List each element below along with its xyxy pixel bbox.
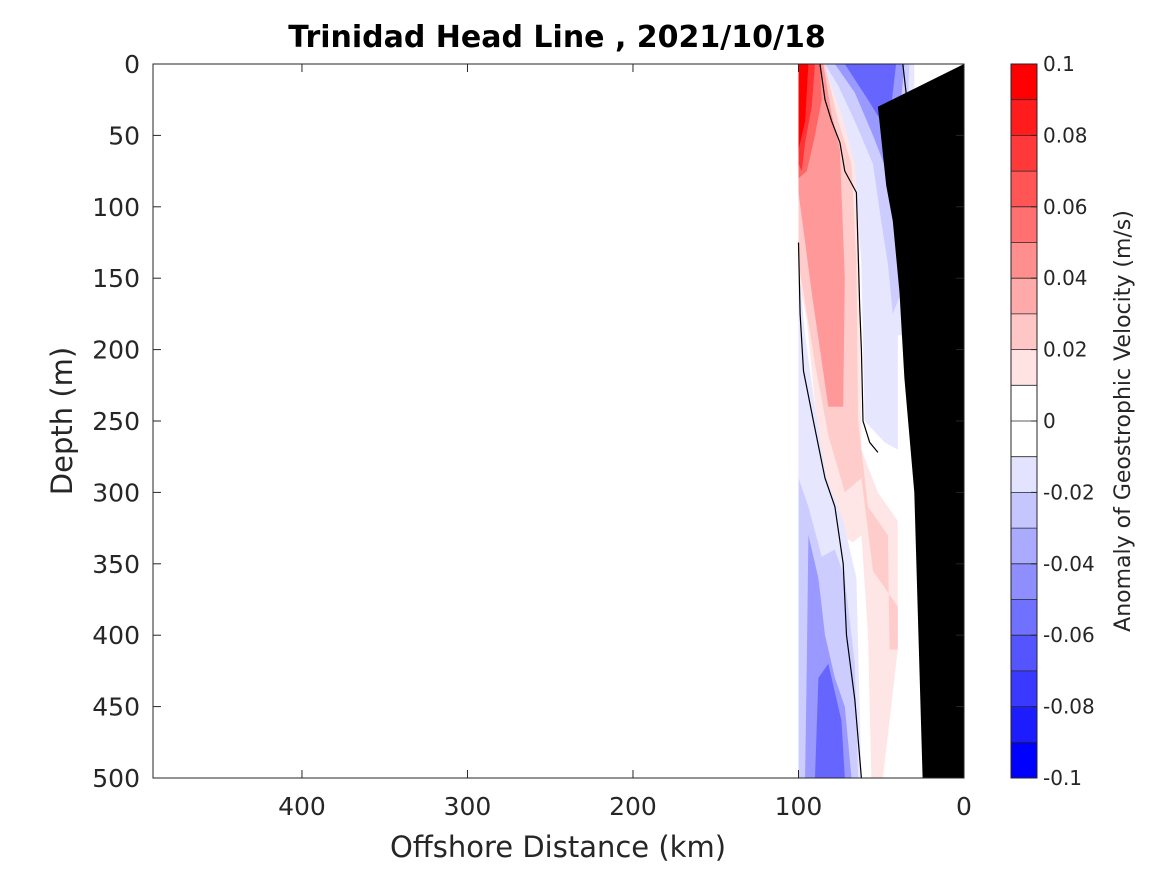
colorbar-segment — [1011, 599, 1037, 636]
y-axis-title: Depth (m) — [45, 347, 79, 495]
colorbar-segment — [1011, 99, 1037, 136]
colorbar-tick-label: -0.06 — [1043, 623, 1095, 647]
colorbar-tick-label: 0.08 — [1043, 123, 1088, 147]
colorbar-segment — [1011, 313, 1037, 351]
plot-area — [152, 63, 965, 779]
y-tick-label: 500 — [92, 764, 140, 793]
bathymetry-polygon — [877, 64, 964, 778]
colorbar-segment — [1011, 278, 1037, 315]
positive-anomaly-region-5 — [798, 64, 809, 150]
colorbar-segment — [1011, 670, 1037, 708]
positive-anomaly-regions — [798, 64, 898, 778]
y-tick-label: 300 — [92, 478, 140, 507]
x-tick-label: 400 — [278, 792, 326, 821]
colorbar-frame — [1010, 63, 1038, 779]
colorbar-title: Anomaly of Geostrophic Velocity (m/s) — [1111, 210, 1136, 632]
colorbar-segment — [1011, 742, 1037, 779]
y-tick-label: 150 — [92, 264, 140, 293]
colorbar-segment — [1011, 242, 1037, 279]
colorbar — [1011, 64, 1037, 779]
y-tick-label: 250 — [92, 407, 140, 436]
y-tick-label: 400 — [92, 621, 140, 650]
colorbar-segment — [1011, 706, 1037, 743]
colorbar-tick-label: 0.06 — [1043, 195, 1088, 219]
colorbar-segment — [1011, 492, 1037, 529]
x-tick-label: 100 — [775, 792, 823, 821]
colorbar-tick-label: 0.1 — [1043, 52, 1075, 76]
x-tick-label: 0 — [956, 792, 972, 821]
y-tick-label: 0 — [124, 50, 140, 79]
colorbar-ticks: 0.1 0.08 0.06 0.04 0.02 0 -0.02 -0.04 -0.06 -0.08… — [1031, 52, 1095, 790]
y-tick-label: 350 — [92, 550, 140, 579]
colorbar-tick-label: -0.02 — [1043, 480, 1095, 504]
x-axis-ticks: 400 300 200 100 0 — [278, 64, 972, 821]
zero-contour-1 — [797, 242, 862, 778]
colorbar-tick-label: -0.04 — [1043, 552, 1095, 576]
x-tick-label: 200 — [609, 792, 657, 821]
chart-title: Trinidad Head Line , 2021/10/18 — [288, 20, 825, 55]
negative-anomaly-region-7 — [815, 663, 845, 778]
y-axis-ticks: 0 50 100 150 200 250 300 350 400 450 500 — [92, 50, 964, 793]
colorbar-tick-label: -0.08 — [1043, 695, 1095, 719]
colorbar-segment — [1011, 421, 1037, 458]
colorbar-segment — [1011, 349, 1037, 386]
x-tick-label: 300 — [444, 792, 492, 821]
colorbar-segment — [1011, 456, 1037, 493]
colorbar-segment — [1011, 528, 1037, 565]
y-tick-label: 450 — [92, 693, 140, 722]
colorbar-segment — [1011, 135, 1037, 172]
colorbar-tick-label: 0 — [1043, 409, 1056, 433]
colorbar-tick-label: -0.1 — [1043, 766, 1082, 790]
y-tick-label: 100 — [92, 193, 140, 222]
y-tick-label: 200 — [92, 336, 140, 365]
zero-contour-0 — [819, 64, 879, 453]
colorbar-segment — [1011, 206, 1037, 243]
colorbar-tick-label: 0.02 — [1043, 338, 1088, 362]
bathymetry — [877, 64, 964, 778]
y-tick-label: 50 — [108, 121, 140, 150]
colorbar-segment — [1011, 64, 1037, 101]
colorbar-segment — [1011, 635, 1037, 672]
colorbar-segment — [1011, 385, 1037, 422]
x-axis-title: Offshore Distance (km) — [390, 830, 726, 864]
colorbar-segment — [1011, 171, 1037, 208]
colorbar-segment — [1011, 563, 1037, 600]
colorbar-tick-label: 0.04 — [1043, 266, 1088, 290]
